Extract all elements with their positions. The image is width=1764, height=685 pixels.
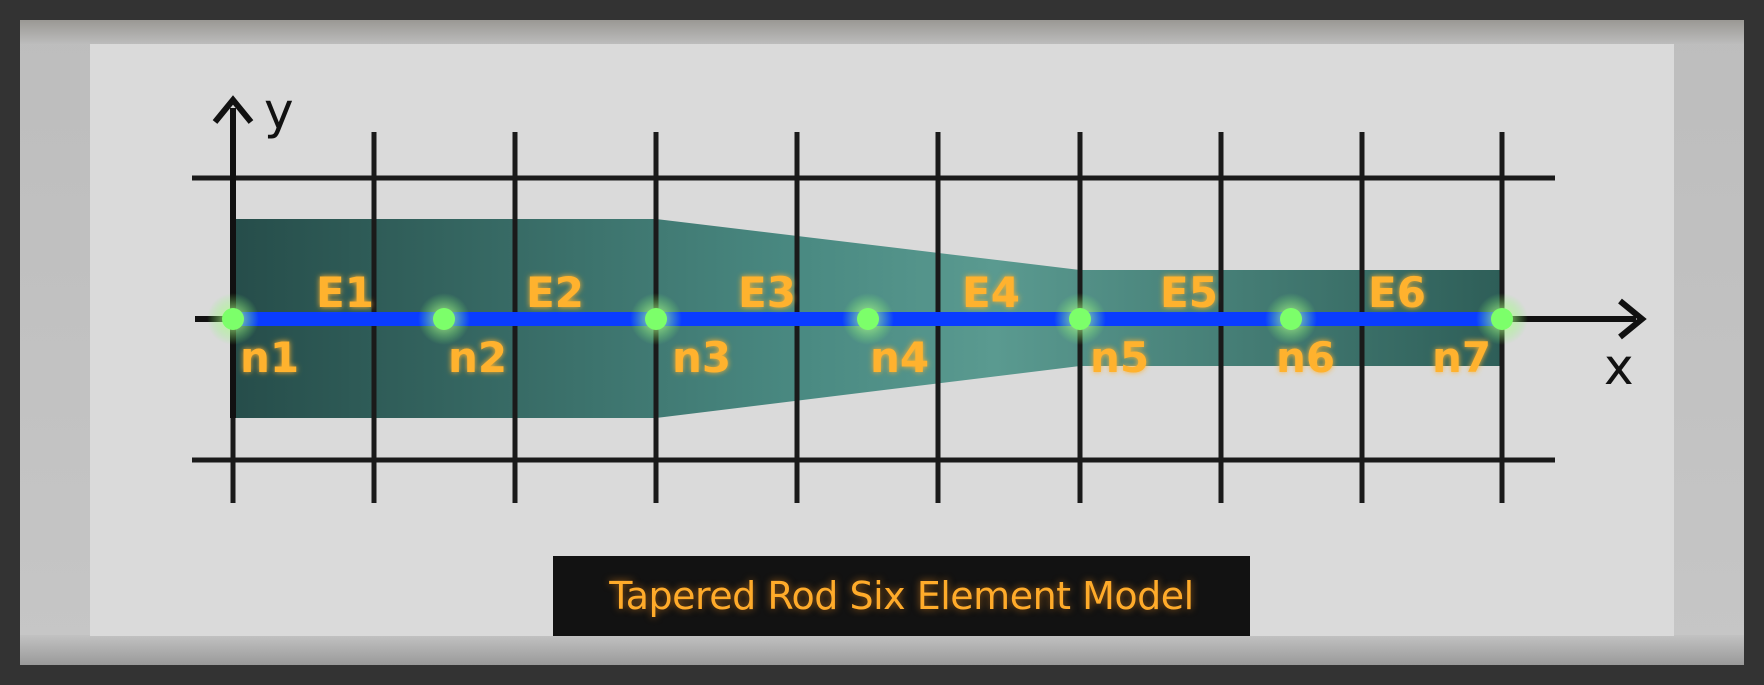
diagram-title: Tapered Rod Six Element Model <box>609 574 1194 618</box>
x-axis-arrowhead <box>1618 298 1647 340</box>
screen-bottom-edge <box>20 635 1744 665</box>
element-label: E3 <box>738 268 796 317</box>
node-marker-n6 <box>1280 308 1302 330</box>
node-marker-n1 <box>222 308 244 330</box>
node-label: n6 <box>1276 333 1335 382</box>
element-label: E1 <box>316 268 374 317</box>
labels: E1 E2 E3 E4 E5 E6 n1 n2 n3 n4 n5 n6 n7 <box>240 268 1491 382</box>
node-label: n4 <box>870 333 929 382</box>
nodes <box>207 293 1528 345</box>
node-marker-n2 <box>433 308 455 330</box>
screen-top-edge <box>20 20 1744 44</box>
element-label: E4 <box>962 268 1020 317</box>
node-label: n2 <box>448 333 507 382</box>
node-marker-n5 <box>1069 308 1091 330</box>
element-label: E6 <box>1368 268 1426 317</box>
node-marker-n7 <box>1491 308 1513 330</box>
y-axis-arrowhead <box>212 95 254 124</box>
node-label: n1 <box>240 333 299 382</box>
element-label: E2 <box>526 268 584 317</box>
caption-box: Tapered Rod Six Element Model <box>553 556 1250 636</box>
node-label: n5 <box>1090 333 1149 382</box>
y-axis-label: y <box>264 82 294 140</box>
node-label: n3 <box>672 333 731 382</box>
element-label: E5 <box>1160 268 1218 317</box>
node-marker-n4 <box>857 308 879 330</box>
node-label: n7 <box>1432 333 1491 382</box>
node-marker-n3 <box>645 308 667 330</box>
x-axis-label: x <box>1604 338 1634 396</box>
